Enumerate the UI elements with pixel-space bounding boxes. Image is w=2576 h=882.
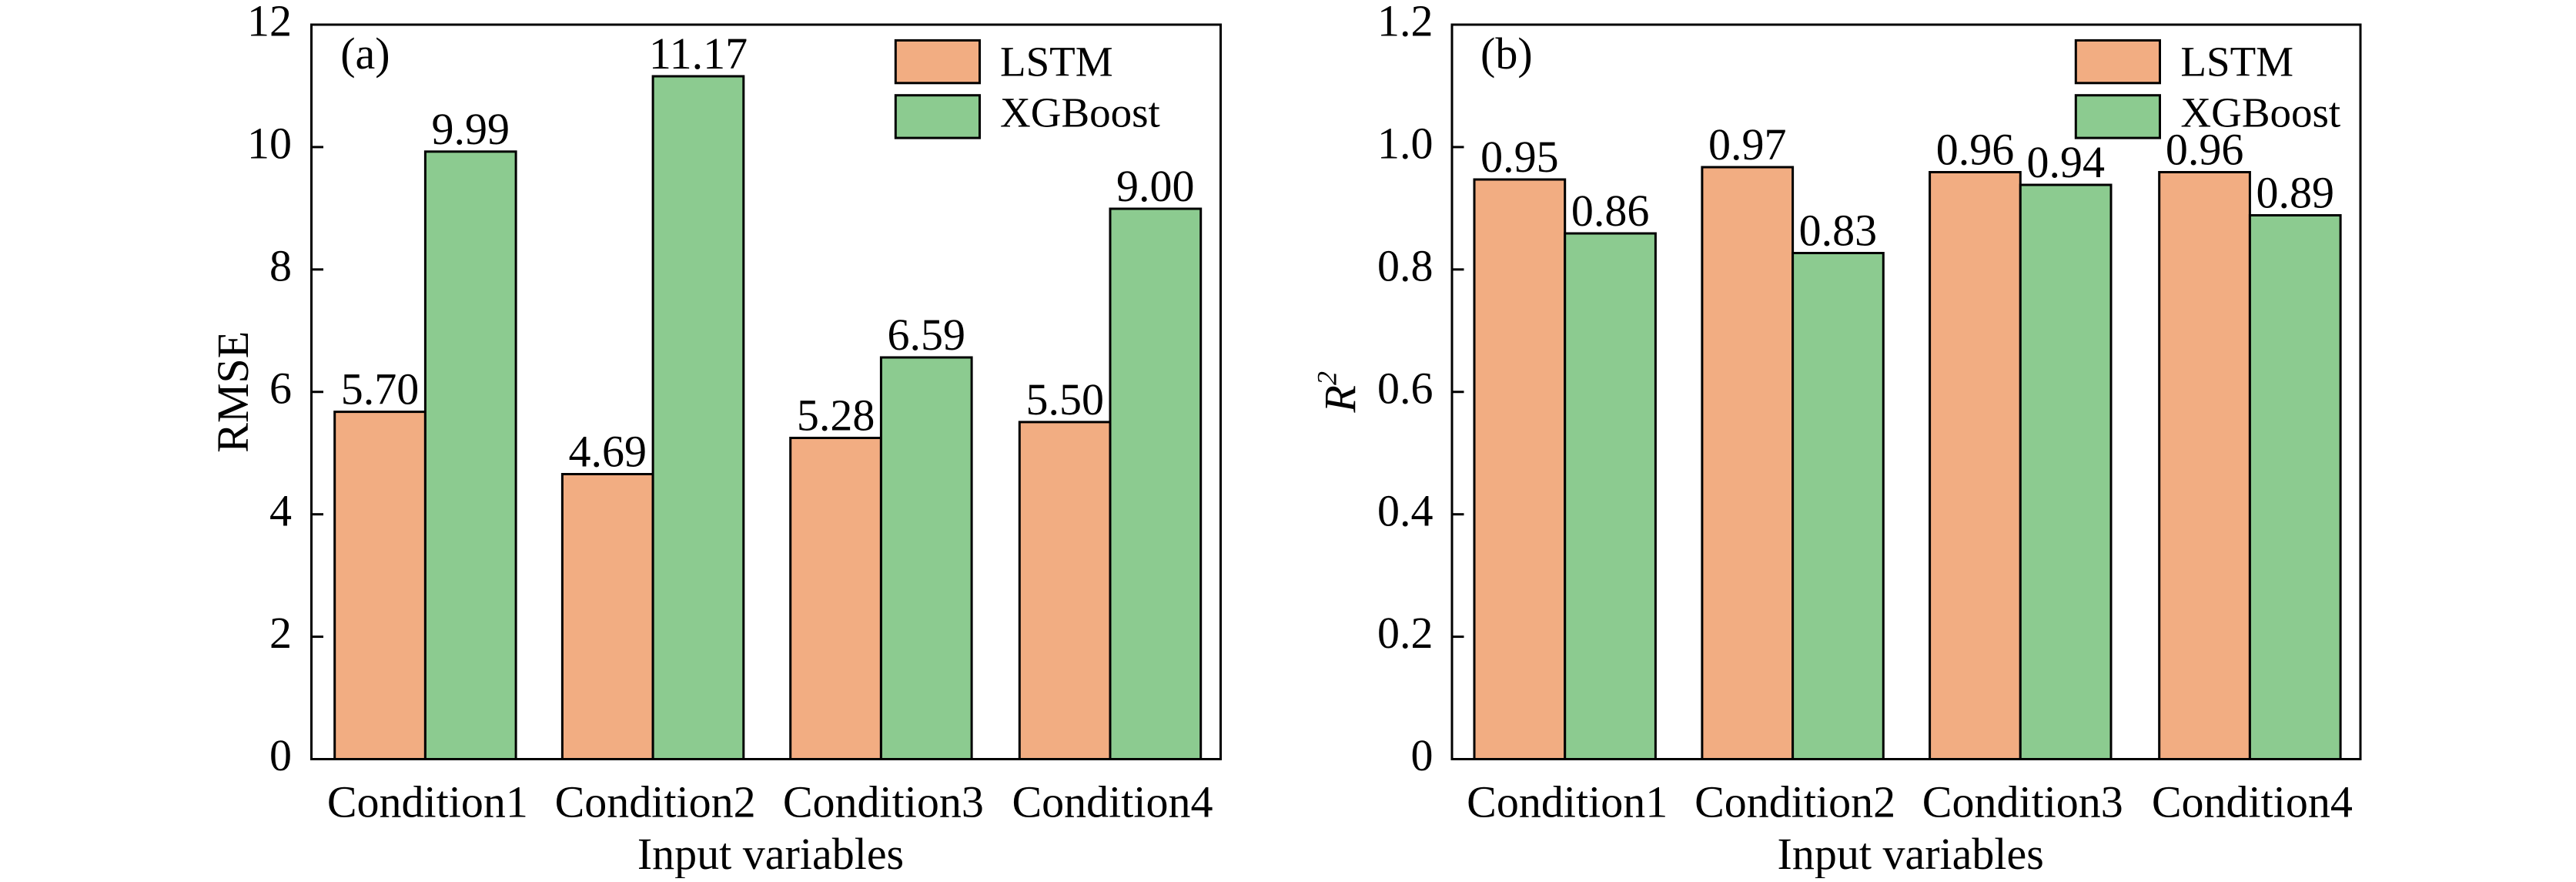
svg-text:11.17: 11.17 bbox=[649, 29, 748, 79]
svg-text:Condition1: Condition1 bbox=[327, 777, 528, 827]
svg-text:1.2: 1.2 bbox=[1377, 0, 1434, 46]
svg-text:(b): (b) bbox=[1480, 29, 1533, 79]
svg-text:LSTM: LSTM bbox=[2180, 39, 2293, 86]
svg-text:0.6: 0.6 bbox=[1377, 363, 1434, 413]
svg-text:0.96: 0.96 bbox=[2166, 125, 2244, 175]
svg-text:10: 10 bbox=[247, 119, 292, 169]
svg-text:5.28: 5.28 bbox=[797, 391, 875, 441]
svg-text:Condition2: Condition2 bbox=[555, 777, 756, 827]
svg-text:Condition1: Condition1 bbox=[1467, 777, 1668, 827]
svg-text:5.50: 5.50 bbox=[1025, 374, 1104, 424]
svg-text:12: 12 bbox=[247, 0, 292, 46]
svg-text:0.8: 0.8 bbox=[1377, 240, 1434, 290]
svg-text:0.4: 0.4 bbox=[1377, 485, 1434, 535]
svg-text:Condition2: Condition2 bbox=[1694, 777, 1895, 827]
svg-text:9.00: 9.00 bbox=[1116, 161, 1195, 211]
svg-text:LSTM: LSTM bbox=[1000, 39, 1113, 86]
svg-text:5.70: 5.70 bbox=[341, 364, 420, 414]
svg-text:0.96: 0.96 bbox=[1936, 125, 2015, 175]
svg-text:R2: R2 bbox=[1312, 371, 1366, 413]
svg-text:8: 8 bbox=[269, 240, 292, 290]
svg-text:(a): (a) bbox=[340, 29, 390, 79]
svg-text:0.97: 0.97 bbox=[1708, 119, 1787, 169]
svg-text:Input variables: Input variables bbox=[637, 829, 904, 878]
svg-text:9.99: 9.99 bbox=[431, 104, 510, 154]
svg-text:Condition3: Condition3 bbox=[783, 777, 984, 827]
svg-text:Input variables: Input variables bbox=[1778, 829, 2044, 878]
svg-text:1.0: 1.0 bbox=[1377, 119, 1434, 169]
svg-text:0: 0 bbox=[269, 730, 292, 780]
svg-text:0.89: 0.89 bbox=[2256, 168, 2334, 218]
svg-text:4: 4 bbox=[269, 485, 292, 535]
svg-text:0.95: 0.95 bbox=[1480, 132, 1559, 182]
svg-text:XGBoost: XGBoost bbox=[1000, 89, 1160, 136]
svg-text:Condition4: Condition4 bbox=[1012, 777, 1213, 827]
svg-text:4.69: 4.69 bbox=[568, 427, 647, 477]
svg-text:6: 6 bbox=[269, 363, 292, 413]
svg-text:6.59: 6.59 bbox=[887, 310, 965, 360]
svg-text:0: 0 bbox=[1411, 730, 1434, 780]
svg-text:Condition4: Condition4 bbox=[2152, 777, 2353, 827]
svg-text:0.2: 0.2 bbox=[1377, 608, 1434, 658]
svg-text:0.94: 0.94 bbox=[2026, 137, 2105, 187]
svg-text:0.83: 0.83 bbox=[1799, 206, 1878, 256]
svg-text:2: 2 bbox=[269, 608, 292, 658]
svg-text:RMSE: RMSE bbox=[208, 331, 258, 453]
svg-text:XGBoost: XGBoost bbox=[2180, 89, 2340, 136]
svg-text:Condition3: Condition3 bbox=[1922, 777, 2123, 827]
svg-text:0.86: 0.86 bbox=[1571, 186, 1650, 236]
